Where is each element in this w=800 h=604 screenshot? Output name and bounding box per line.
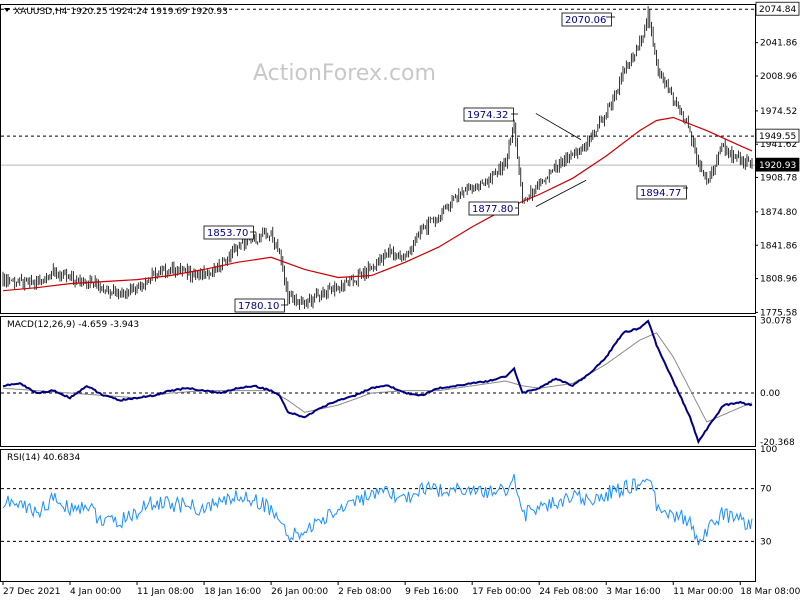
label-1974: 1974.32 [467, 110, 508, 121]
price-tick-label: 2008.96 [760, 72, 797, 82]
watermark: ActionForex.com [253, 61, 436, 86]
macd-panel-frame [0, 316, 756, 447]
price-tick-label: 1874.80 [760, 208, 797, 218]
time-tick-label: 18 Jan 16:00 [204, 587, 261, 597]
price-tick-label: 1808.96 [760, 275, 797, 285]
label-1853-box [203, 225, 254, 240]
price-tick-label: 1941.62 [760, 140, 797, 150]
triangle-upper-line [535, 113, 582, 141]
label-1877: 1877.80 [472, 204, 513, 215]
price-panel-frame [0, 4, 756, 314]
time-tick-label: 11 Mar 00:00 [673, 587, 733, 597]
macd-tick-label: 0.00 [760, 389, 780, 399]
label-2070-box [561, 12, 612, 27]
axis-tag-1949: 1949.55 [759, 132, 796, 142]
macd-signal-line [2, 332, 753, 423]
label-1894: 1894.77 [640, 188, 681, 199]
axis-tag-2074-box [755, 1, 800, 16]
price-tick-label: 1841.86 [760, 241, 797, 251]
time-tick-label: 3 Mar 16:00 [606, 587, 661, 597]
macd-title: MACD(12,26,9) -4.659 -3.943 [7, 320, 139, 330]
axis-tag-current-box [755, 157, 800, 172]
time-tick-label: 2 Feb 08:00 [338, 587, 392, 597]
macd-tick-label: -20.368 [760, 438, 795, 448]
time-tick-label: 17 Feb 00:00 [472, 587, 531, 597]
time-tick-label: 18 Mar 08:00 [740, 587, 800, 597]
rsi-line [2, 473, 753, 546]
rsi-panel-frame [0, 449, 756, 582]
label-1853: 1853.70 [207, 228, 248, 239]
macd-line [2, 319, 753, 445]
label-1780-box [234, 298, 285, 313]
axis-tag-current: 1920.93 [759, 161, 796, 171]
rsi-tick-label: 30 [760, 537, 772, 547]
time-tick-label: 26 Jan 00:00 [271, 587, 328, 597]
rsi-title: RSI(14) 40.6834 [7, 453, 80, 463]
time-tick-label: 27 Dec 2021 [3, 587, 61, 597]
price-tick-label: 2041.86 [760, 39, 797, 49]
price-tick-label: 1775.58 [760, 308, 797, 318]
label-1877-box [468, 201, 519, 216]
time-tick-label: 9 Feb 16:00 [405, 587, 459, 597]
label-2070: 2070.06 [565, 15, 606, 26]
label-1974-box [463, 107, 514, 122]
time-tick-label: 4 Jan 00:00 [70, 587, 122, 597]
macd-tick-label: 30.078 [760, 317, 792, 327]
label-1894-box [636, 185, 687, 200]
axis-tag-1949-box [755, 128, 800, 143]
price-bars [2, 6, 753, 310]
triangle-lower-line [535, 179, 587, 207]
label-1780: 1780.10 [238, 301, 279, 312]
symbol-info: XAUUSD,H4 1920.25 1924.24 1919.69 1920.9… [14, 7, 228, 17]
axis-tag-2074: 2074.84 [759, 5, 796, 15]
time-tick-label: 24 Feb 08:00 [539, 587, 598, 597]
time-tick-label: 11 Jan 08:00 [137, 587, 194, 597]
moving-average-line [2, 116, 753, 292]
rsi-tick-label: 100 [760, 445, 777, 455]
price-tick-label: 1908.78 [760, 173, 797, 183]
price-tick-label: 1974.52 [760, 107, 797, 117]
rsi-tick-label: 70 [760, 485, 772, 495]
